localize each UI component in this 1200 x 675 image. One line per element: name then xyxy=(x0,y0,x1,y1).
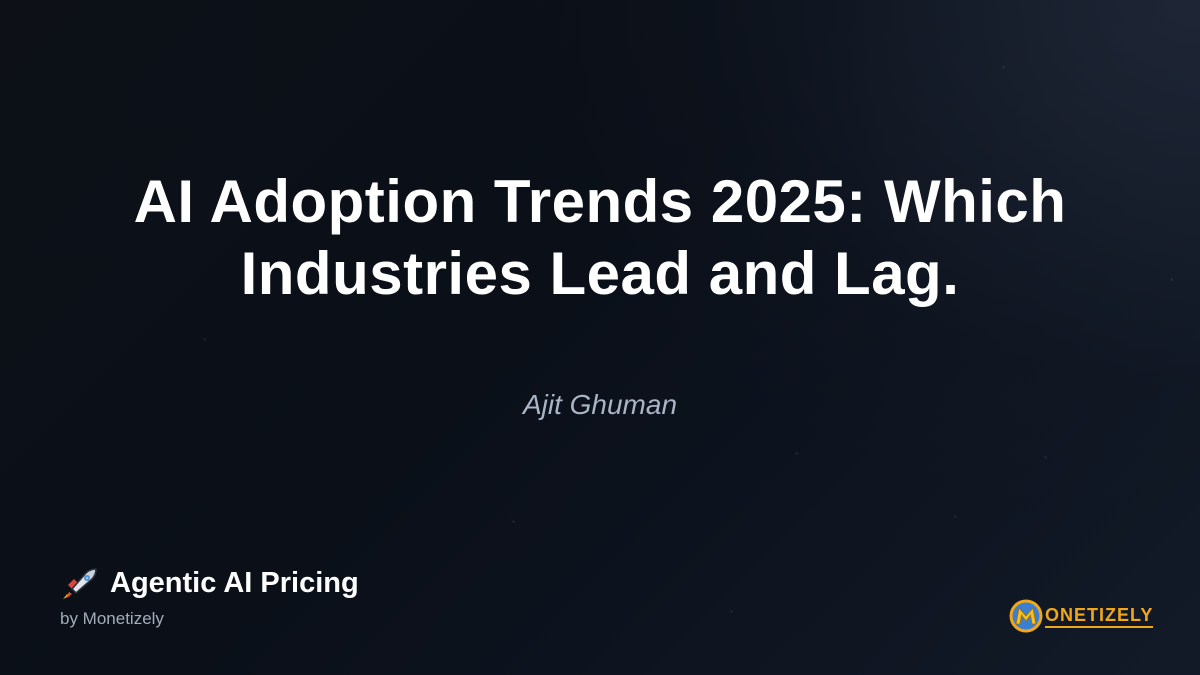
monetizely-logo: ONETIZELY xyxy=(1008,598,1154,634)
background-speck xyxy=(1002,66,1005,69)
rocket-icon xyxy=(60,565,100,601)
background-speck xyxy=(1170,278,1173,281)
logo-badge-icon xyxy=(1008,598,1044,634)
brand-subtitle: by Monetizely xyxy=(60,609,164,628)
background-speck xyxy=(954,515,957,518)
page-title: AI Adoption Trends 2025: Which Industrie… xyxy=(133,168,1067,307)
logo-wordmark: ONETIZELY xyxy=(1045,605,1154,628)
background-speck xyxy=(1044,456,1047,459)
background-speck xyxy=(795,452,798,455)
background-speck xyxy=(512,520,515,523)
brand-lockup: Agentic AI Pricing xyxy=(60,565,359,601)
background-speck xyxy=(203,338,206,341)
brand-name: Agentic AI Pricing xyxy=(110,567,359,599)
background-speck xyxy=(730,610,733,613)
author-name: Ajit Ghuman xyxy=(522,389,678,420)
